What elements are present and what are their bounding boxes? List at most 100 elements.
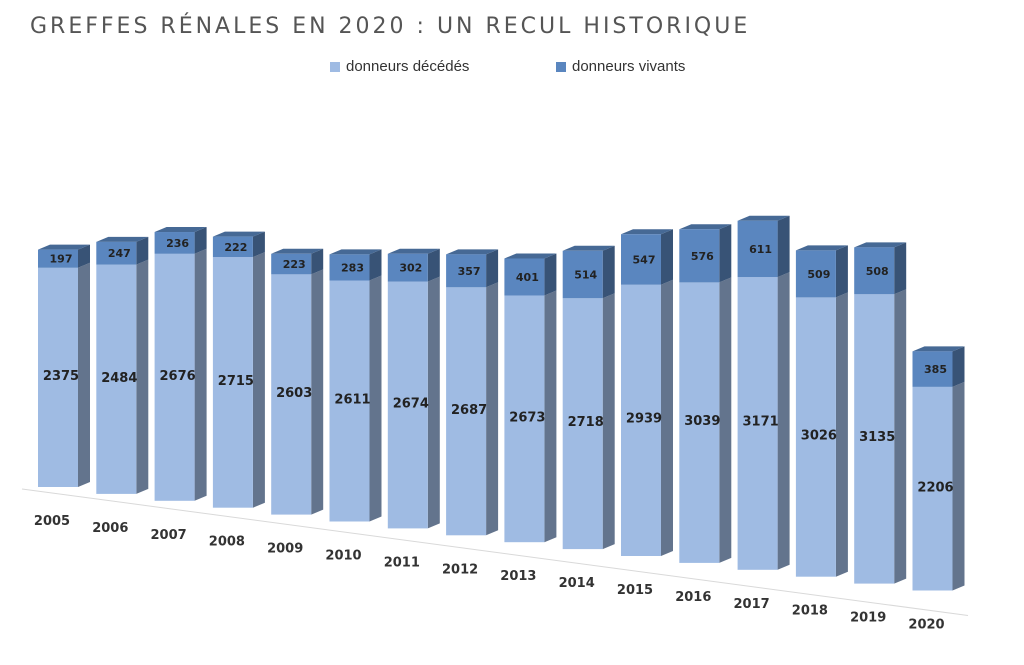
bar-label-living-2007: 236 xyxy=(166,237,189,250)
bar-side-living-2011 xyxy=(427,248,440,282)
bar-side-living-2013 xyxy=(544,253,557,296)
bar-living-2008 xyxy=(212,236,253,258)
bar-top-2018 xyxy=(795,245,848,251)
bar-side-deceased-2010 xyxy=(369,275,382,522)
bar-side-deceased-2007 xyxy=(194,248,207,501)
bar-label-deceased-2007: 2676 xyxy=(160,369,196,384)
bar-side-deceased-2009 xyxy=(311,269,324,515)
bar-side-deceased-2005 xyxy=(78,262,90,487)
bar-top-2006 xyxy=(96,236,149,242)
bar-side-deceased-2015 xyxy=(661,279,673,556)
bar-label-living-2018: 509 xyxy=(807,268,830,281)
legend-item-deceased: donneurs décédés xyxy=(330,58,469,75)
year-label-2012: 2012 xyxy=(442,562,478,577)
year-label-2019: 2019 xyxy=(850,611,886,626)
bar-living-2007 xyxy=(154,232,195,254)
bar-label-living-2005: 197 xyxy=(50,253,73,266)
bar-label-deceased-2012: 2687 xyxy=(451,403,487,418)
bar-living-2019 xyxy=(854,247,895,295)
bar-living-2010 xyxy=(329,254,370,281)
bar-label-deceased-2018: 3026 xyxy=(801,428,837,443)
bar-living-2005 xyxy=(38,249,78,268)
bar-side-living-2005 xyxy=(78,244,90,268)
bar-label-deceased-2014: 2718 xyxy=(568,415,604,430)
year-label-2005: 2005 xyxy=(34,514,70,529)
bar-side-living-2019 xyxy=(894,242,907,295)
legend-label-living: donneurs vivants xyxy=(572,58,686,75)
bar-label-deceased-2017: 3171 xyxy=(743,415,779,430)
year-label-2007: 2007 xyxy=(151,528,187,543)
bar-top-2020 xyxy=(912,346,965,352)
bar-label-deceased-2008: 2715 xyxy=(218,374,254,389)
bar-side-deceased-2012 xyxy=(486,282,499,536)
bar-top-2016 xyxy=(679,224,732,230)
bar-side-deceased-2019 xyxy=(894,289,907,584)
bar-side-deceased-2014 xyxy=(602,293,615,550)
bar-top-2010 xyxy=(329,249,382,255)
bar-label-deceased-2020: 2206 xyxy=(917,481,953,496)
bar-deceased-2014 xyxy=(562,298,603,550)
bar-top-2009 xyxy=(271,248,324,254)
bar-side-deceased-2006 xyxy=(136,259,149,494)
bar-deceased-2009 xyxy=(271,274,312,515)
bar-label-living-2010: 283 xyxy=(341,261,364,274)
bar-living-2020 xyxy=(912,351,953,387)
bar-deceased-2013 xyxy=(504,295,545,543)
bar-label-living-2020: 385 xyxy=(924,363,947,376)
bar-label-living-2015: 547 xyxy=(633,253,656,266)
bar-deceased-2011 xyxy=(387,281,428,529)
bar-side-deceased-2018 xyxy=(835,292,848,577)
bar-deceased-2015 xyxy=(621,284,661,556)
bar-label-living-2011: 302 xyxy=(399,262,422,275)
bar-living-2012 xyxy=(446,254,487,288)
year-label-2011: 2011 xyxy=(384,555,420,570)
bar-top-2005 xyxy=(38,244,90,250)
bar-side-living-2020 xyxy=(952,346,965,387)
year-label-2010: 2010 xyxy=(325,549,361,564)
bar-side-living-2007 xyxy=(194,227,207,254)
bar-label-living-2006: 247 xyxy=(108,247,131,260)
bar-label-living-2008: 222 xyxy=(224,241,247,254)
bar-deceased-2019 xyxy=(854,294,895,584)
bar-label-living-2019: 508 xyxy=(866,265,889,278)
bar-label-living-2016: 576 xyxy=(691,250,714,263)
year-label-2018: 2018 xyxy=(792,604,828,619)
bar-deceased-2020 xyxy=(912,386,953,591)
legend-swatch-deceased xyxy=(330,61,340,72)
chart-title: GREFFES RÉNALES EN 2020 : UN RECUL HISTO… xyxy=(30,14,751,39)
legend: donneurs décédés donneurs vivants xyxy=(0,58,1024,80)
bar-top-2019 xyxy=(854,242,907,248)
bar-side-living-2016 xyxy=(719,224,732,283)
bar-deceased-2012 xyxy=(446,287,487,536)
legend-item-living: donneurs vivants xyxy=(556,58,685,75)
year-label-2009: 2009 xyxy=(267,542,303,557)
bar-label-deceased-2009: 2603 xyxy=(276,386,312,401)
bar-living-2011 xyxy=(387,253,428,282)
bar-deceased-2016 xyxy=(679,282,720,563)
legend-swatch-living xyxy=(556,61,566,72)
bar-side-living-2006 xyxy=(136,236,149,265)
bar-label-living-2014: 514 xyxy=(574,269,597,282)
bar-side-living-2010 xyxy=(369,249,382,281)
bar-side-deceased-2020 xyxy=(952,381,965,591)
bar-living-2006 xyxy=(96,241,137,265)
year-label-2008: 2008 xyxy=(209,535,245,550)
bar-label-deceased-2016: 3039 xyxy=(684,414,720,429)
bar-deceased-2010 xyxy=(329,280,370,522)
bar-top-2011 xyxy=(387,248,440,254)
bar-label-deceased-2013: 2673 xyxy=(509,410,545,425)
bar-living-2013 xyxy=(504,258,545,296)
year-label-2016: 2016 xyxy=(675,590,711,605)
floor-line xyxy=(21,488,969,616)
year-label-2014: 2014 xyxy=(559,576,595,591)
bar-side-living-2012 xyxy=(486,249,499,288)
bar-label-living-2012: 357 xyxy=(458,265,481,278)
bar-label-deceased-2015: 2939 xyxy=(626,412,662,427)
bar-top-2012 xyxy=(446,249,499,255)
bar-label-deceased-2010: 2611 xyxy=(334,393,370,408)
bar-side-deceased-2017 xyxy=(777,272,790,570)
bar-deceased-2017 xyxy=(737,277,778,570)
bar-label-deceased-2011: 2674 xyxy=(393,397,429,412)
bar-deceased-2008 xyxy=(212,257,253,508)
